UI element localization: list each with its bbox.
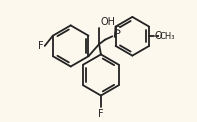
Text: F: F bbox=[98, 109, 104, 119]
Text: CH₃: CH₃ bbox=[160, 32, 176, 41]
Text: OH: OH bbox=[100, 17, 115, 27]
Text: O: O bbox=[154, 31, 162, 41]
Text: F: F bbox=[38, 41, 44, 51]
Text: S: S bbox=[113, 26, 120, 36]
